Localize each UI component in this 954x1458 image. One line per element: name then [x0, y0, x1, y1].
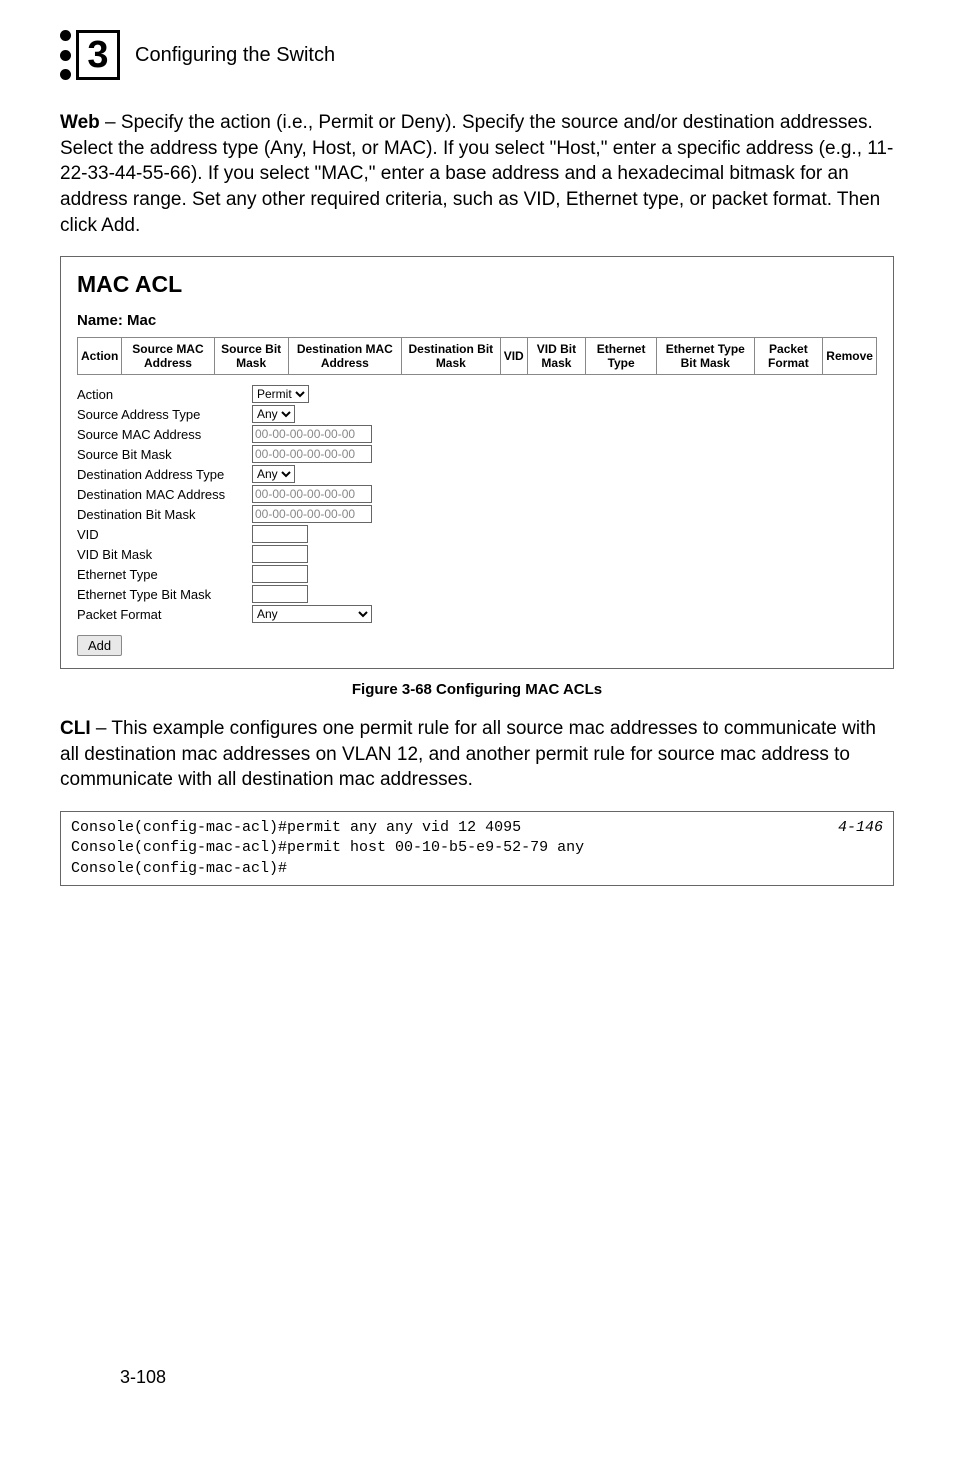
- chapter-number: 3: [76, 30, 120, 80]
- select-dst-addr-type[interactable]: Any: [252, 465, 295, 483]
- label-pkt-format: Packet Format: [77, 605, 252, 625]
- intro-bold: Web: [60, 112, 100, 133]
- select-src-addr-type[interactable]: Any: [252, 405, 295, 423]
- cli-line2: Console(config-mac-acl)#permit host 00-1…: [71, 839, 584, 856]
- label-src-bitmask: Source Bit Mask: [77, 445, 252, 465]
- input-src-mac[interactable]: [252, 425, 372, 443]
- label-dst-bitmask: Destination Bit Mask: [77, 505, 252, 525]
- col-eth-bitmask: Ethernet Type Bit Mask: [657, 338, 754, 375]
- label-eth-type-bitmask: Ethernet Type Bit Mask: [77, 585, 252, 605]
- input-vid[interactable]: [252, 525, 308, 543]
- input-eth-type[interactable]: [252, 565, 308, 583]
- label-action: Action: [77, 385, 252, 405]
- input-dst-mac[interactable]: [252, 485, 372, 503]
- acl-header-table: Action Source MAC Address Source Bit Mas…: [77, 337, 877, 375]
- input-src-bitmask[interactable]: [252, 445, 372, 463]
- label-dst-mac: Destination MAC Address: [77, 485, 252, 505]
- acl-form-table: Action Permit Source Address Type Any So…: [77, 385, 376, 625]
- label-dst-addr-type: Destination Address Type: [77, 465, 252, 485]
- cli-line1: Console(config-mac-acl)#permit any any v…: [71, 819, 521, 836]
- intro-text: – Specify the action (i.e., Permit or De…: [60, 112, 893, 236]
- col-eth-type: Ethernet Type: [586, 338, 657, 375]
- col-remove: Remove: [823, 338, 877, 375]
- chapter-icon: 3: [60, 30, 120, 80]
- col-vid: VID: [500, 338, 527, 375]
- figure-caption: Figure 3-68 Configuring MAC ACLs: [60, 681, 894, 698]
- label-vid-bitmask: VID Bit Mask: [77, 545, 252, 565]
- add-button[interactable]: Add: [77, 635, 122, 656]
- panel-name: Name: Mac: [77, 312, 877, 329]
- input-dst-bitmask[interactable]: [252, 505, 372, 523]
- label-vid: VID: [77, 525, 252, 545]
- chapter-title: Configuring the Switch: [135, 44, 335, 67]
- select-pkt-format[interactable]: Any: [252, 605, 372, 623]
- col-src-mac: Source MAC Address: [122, 338, 214, 375]
- label-src-mac: Source MAC Address: [77, 425, 252, 445]
- input-eth-type-bitmask[interactable]: [252, 585, 308, 603]
- col-src-bitmask: Source Bit Mask: [214, 338, 288, 375]
- input-vid-bitmask[interactable]: [252, 545, 308, 563]
- intro-paragraph: Web – Specify the action (i.e., Permit o…: [60, 110, 894, 238]
- col-pkt-format: Packet Format: [754, 338, 823, 375]
- page-header: 3 Configuring the Switch: [60, 30, 894, 80]
- label-src-addr-type: Source Address Type: [77, 405, 252, 425]
- cli-block: Console(config-mac-acl)#permit any any v…: [60, 811, 894, 886]
- cli-intro-paragraph: CLI – This example configures one permit…: [60, 716, 894, 793]
- page-number: 3-108: [120, 1367, 166, 1388]
- col-action: Action: [78, 338, 122, 375]
- mac-acl-panel: MAC ACL Name: Mac Action Source MAC Addr…: [60, 256, 894, 669]
- cli-intro-bold: CLI: [60, 718, 91, 739]
- cli-line3: Console(config-mac-acl)#: [71, 860, 287, 877]
- select-action[interactable]: Permit: [252, 385, 309, 403]
- cli-ref: 4-146: [838, 818, 883, 838]
- col-vid-bitmask: VID Bit Mask: [527, 338, 585, 375]
- col-dst-bitmask: Destination Bit Mask: [401, 338, 500, 375]
- panel-title: MAC ACL: [77, 271, 877, 298]
- cli-intro-text: – This example configures one permit rul…: [60, 718, 876, 790]
- col-dst-mac: Destination MAC Address: [288, 338, 401, 375]
- label-eth-type: Ethernet Type: [77, 565, 252, 585]
